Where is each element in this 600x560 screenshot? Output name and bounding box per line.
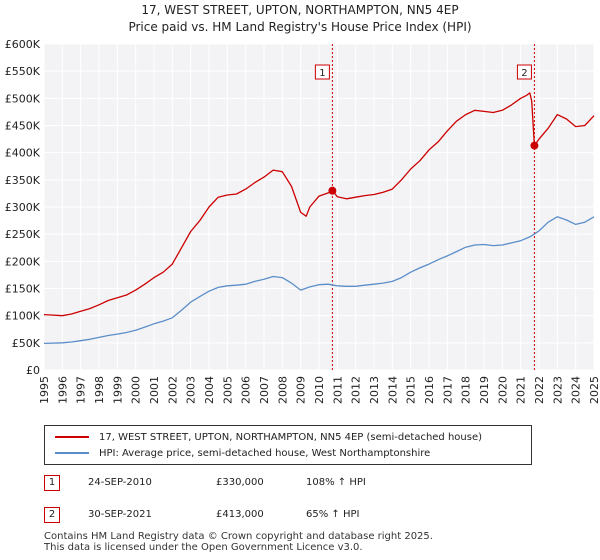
legend-label-property: 17, WEST STREET, UPTON, NORTHAMPTON, NN5…	[99, 431, 483, 443]
transaction-date: 24-SEP-2010	[88, 477, 152, 488]
x-tick-label: 2023	[551, 376, 564, 404]
x-tick-label: 2025	[588, 376, 600, 404]
x-tick-label: 2004	[203, 376, 216, 404]
x-tick-label: 2001	[148, 376, 161, 404]
transaction-hpi: 108% ↑ HPI	[306, 477, 366, 488]
x-tick-label: 1995	[38, 376, 51, 404]
x-tick-label: 2013	[368, 376, 381, 404]
x-tick-label: 1997	[75, 376, 88, 404]
chart-subtitle: Price paid vs. HM Land Registry's House …	[128, 20, 472, 34]
transaction-marker: 1	[44, 475, 60, 491]
x-tick-label: 2011	[331, 376, 344, 404]
sale-label-box	[314, 64, 330, 80]
y-tick-label: £400K	[5, 147, 41, 160]
y-tick-label: £450K	[5, 120, 41, 133]
y-tick-label: £200K	[5, 255, 41, 268]
x-tick-label: 2000	[130, 376, 143, 404]
legend-label-hpi: HPI: Average price, semi-detached house,…	[99, 447, 431, 459]
sale-point	[530, 141, 539, 150]
transaction-date: 30-SEP-2021	[88, 509, 152, 520]
x-tick-label: 2022	[533, 376, 546, 404]
x-tick-label: 1998	[93, 376, 106, 404]
footer-copyright: Contains HM Land Registry data © Crown c…	[44, 531, 433, 542]
x-tick-label: 2003	[185, 376, 198, 404]
y-tick-label: £550K	[5, 65, 41, 78]
legend-swatch-hpi	[55, 452, 89, 454]
transaction-price: £330,000	[216, 477, 264, 488]
x-tick-label: 2014	[386, 376, 399, 404]
x-tick-label: 2015	[405, 376, 418, 404]
y-tick-label: £500K	[5, 92, 41, 105]
x-tick-label: 2017	[441, 376, 454, 404]
x-tick-label: 2021	[515, 376, 528, 404]
legend-swatch-property	[55, 436, 89, 438]
x-tick-label: 2002	[166, 376, 179, 404]
legend-item-property: 17, WEST STREET, UPTON, NORTHAMPTON, NN5…	[55, 430, 482, 444]
y-tick-label: £250K	[5, 228, 41, 241]
y-tick-label: £50K	[12, 337, 41, 350]
sale-label: 1	[319, 68, 325, 79]
x-tick-label: 2006	[240, 376, 253, 404]
transaction-hpi: 65% ↑ HPI	[306, 509, 360, 520]
x-tick-label: 1996	[56, 376, 69, 404]
y-tick-label: £350K	[5, 174, 41, 187]
x-tick-label: 2008	[276, 376, 289, 404]
y-tick-label: £0	[26, 364, 40, 377]
x-tick-label: 2016	[423, 376, 436, 404]
x-tick-label: 2019	[478, 376, 491, 404]
sale-label-box	[516, 64, 532, 80]
x-tick-label: 2024	[570, 376, 583, 404]
y-tick-label: £100K	[5, 310, 41, 323]
legend: 17, WEST STREET, UPTON, NORTHAMPTON, NN5…	[44, 425, 532, 465]
x-tick-label: 2005	[221, 376, 234, 404]
footer-licence: This data is licensed under the Open Gov…	[44, 542, 363, 553]
x-tick-label: 2007	[258, 376, 271, 404]
transaction-marker: 2	[44, 507, 60, 523]
legend-item-hpi: HPI: Average price, semi-detached house,…	[55, 446, 430, 460]
x-tick-label: 2012	[350, 376, 363, 404]
x-tick-label: 1999	[111, 376, 124, 404]
y-tick-label: £300K	[5, 201, 41, 214]
sale-label: 2	[521, 68, 527, 79]
transaction-price: £413,000	[216, 509, 264, 520]
x-tick-label: 2009	[295, 376, 308, 404]
y-tick-label: £150K	[5, 283, 41, 296]
x-tick-label: 2018	[460, 376, 473, 404]
hpi-line	[43, 216, 595, 345]
y-tick-label: £600K	[5, 38, 41, 51]
x-tick-label: 2010	[313, 376, 326, 404]
sale-point	[328, 186, 337, 195]
price-chart: £0 £50K £100K £150K £200K £250K £300K £350K £400…	[5, 38, 600, 404]
chart-title: 17, WEST STREET, UPTON, NORTHAMPTON, NN5…	[141, 3, 459, 17]
x-tick-label: 2020	[496, 376, 509, 404]
